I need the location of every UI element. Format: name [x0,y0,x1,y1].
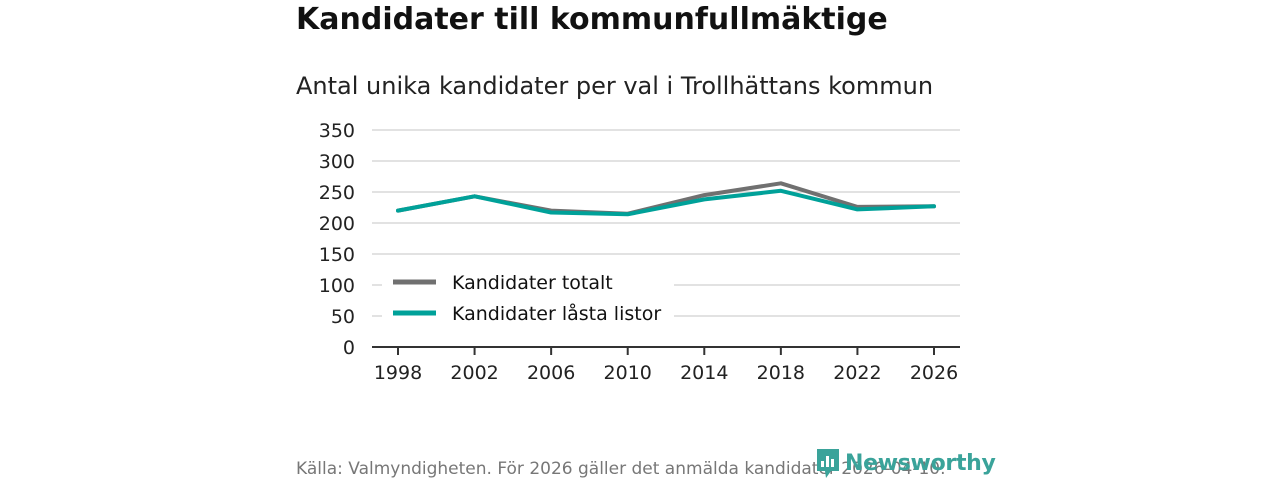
x-tick-label: 2006 [527,362,575,384]
y-tick-label: 350 [319,120,355,142]
series-line-1 [396,188,936,217]
x-tick-label: 2018 [757,362,805,384]
legend-label-1: Kandidater låsta listor [452,302,661,325]
chart-subtitle: Antal unika kandidater per val i Trollhä… [296,72,934,100]
y-tick-label: 300 [319,151,355,173]
series-lines [396,181,936,217]
x-tick-label: 2014 [680,362,728,384]
x-axis [372,346,960,355]
newsworthy-logo-icon [817,449,839,478]
x-tick-label: 2026 [910,362,958,384]
y-tick-label: 0 [343,337,355,359]
y-tick-label: 200 [319,213,355,235]
legend-label-0: Kandidater totalt [452,272,613,294]
brand-logo: Newsworthy [815,446,996,480]
y-tick-label: 100 [319,275,355,297]
y-tick-label: 250 [319,182,355,204]
source-note: Källa: Valmyndigheten. För 2026 gäller d… [296,459,946,479]
chart-title: Kandidater till kommunfullmäktige [296,2,888,37]
legend: Kandidater totalt Kandidater låsta listor [382,267,674,328]
brand-name: Newsworthy [845,450,996,476]
x-tick-label: 2022 [833,362,881,384]
x-tick-label: 2010 [604,362,652,384]
x-axis-tick-labels: 1998 2002 2006 2010 2014 2018 2022 2026 [374,362,958,384]
y-tick-label: 150 [319,244,355,266]
y-axis-tick-labels: 0 50 100 150 200 250 300 350 [319,120,355,359]
y-tick-label: 50 [331,306,355,328]
x-tick-label: 2002 [450,362,498,384]
x-tick-label: 1998 [374,362,422,384]
